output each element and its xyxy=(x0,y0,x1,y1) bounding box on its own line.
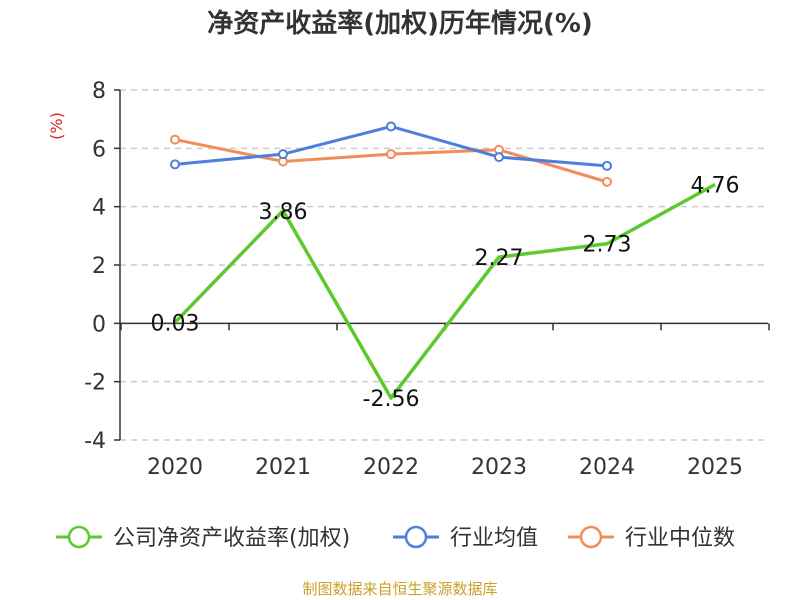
gridlines xyxy=(120,89,768,441)
data-point xyxy=(602,176,612,187)
legend-swatch-marker xyxy=(67,525,91,549)
data-label: 4.76 xyxy=(691,174,740,199)
y-tick-label: -4 xyxy=(84,429,106,454)
legend-swatch-marker xyxy=(404,525,428,549)
legend-label: 行业中位数 xyxy=(625,526,735,551)
y-tick-label: 0 xyxy=(92,312,106,337)
y-tick-label: 4 xyxy=(92,196,106,221)
legend-label: 行业均值 xyxy=(450,526,538,551)
data-label: 0.03 xyxy=(151,311,200,336)
data-label: -2.56 xyxy=(363,387,420,412)
series-line xyxy=(173,182,716,400)
y-tick-label: 2 xyxy=(92,254,106,279)
chart-title: 净资产收益率(加权)历年情况(%) xyxy=(207,8,593,39)
legend-swatch-marker xyxy=(579,525,603,549)
data-label: 2.73 xyxy=(583,233,632,258)
data-point xyxy=(170,134,180,145)
data-point xyxy=(278,149,288,160)
x-tick-label: 2021 xyxy=(255,455,311,480)
series-lines xyxy=(170,121,716,400)
data-point xyxy=(170,159,180,170)
x-tick-label: 2024 xyxy=(579,455,635,480)
series-line xyxy=(174,124,608,168)
legend-label: 公司净资产收益率(加权) xyxy=(113,526,350,551)
y-tick-label: -2 xyxy=(84,371,106,396)
legend[interactable]: 公司净资产收益率(加权) 行业均值 行业中位数 xyxy=(56,525,735,551)
data-label: 2.27 xyxy=(475,246,524,271)
x-tick-label: 2023 xyxy=(471,455,527,480)
legend-item[interactable]: 公司净资产收益率(加权) xyxy=(56,525,350,551)
x-tick-label: 2022 xyxy=(363,455,419,480)
data-labels: 0.03 3.86 -2.56 2.27 2.73 4.76 xyxy=(151,174,740,413)
data-point xyxy=(494,152,504,163)
axes: -4 -2 0 2 4 6 8 2020 2021 2022 2023 2024 2025 xyxy=(84,79,770,480)
y-tick-label: 8 xyxy=(92,79,106,104)
legend-item[interactable]: 行业中位数 xyxy=(568,525,735,551)
y-tick-label: 6 xyxy=(92,137,106,162)
data-point xyxy=(386,149,396,160)
x-tick-label: 2020 xyxy=(147,455,203,480)
legend-item[interactable]: 行业均值 xyxy=(393,525,538,551)
data-source: 制图数据来自恒生聚源数据库 xyxy=(302,580,497,598)
data-label: 3.86 xyxy=(259,200,308,225)
x-tick-label: 2025 xyxy=(687,455,743,480)
data-point xyxy=(386,121,396,132)
data-point xyxy=(602,160,612,171)
y-axis-unit: (%) xyxy=(47,112,66,140)
